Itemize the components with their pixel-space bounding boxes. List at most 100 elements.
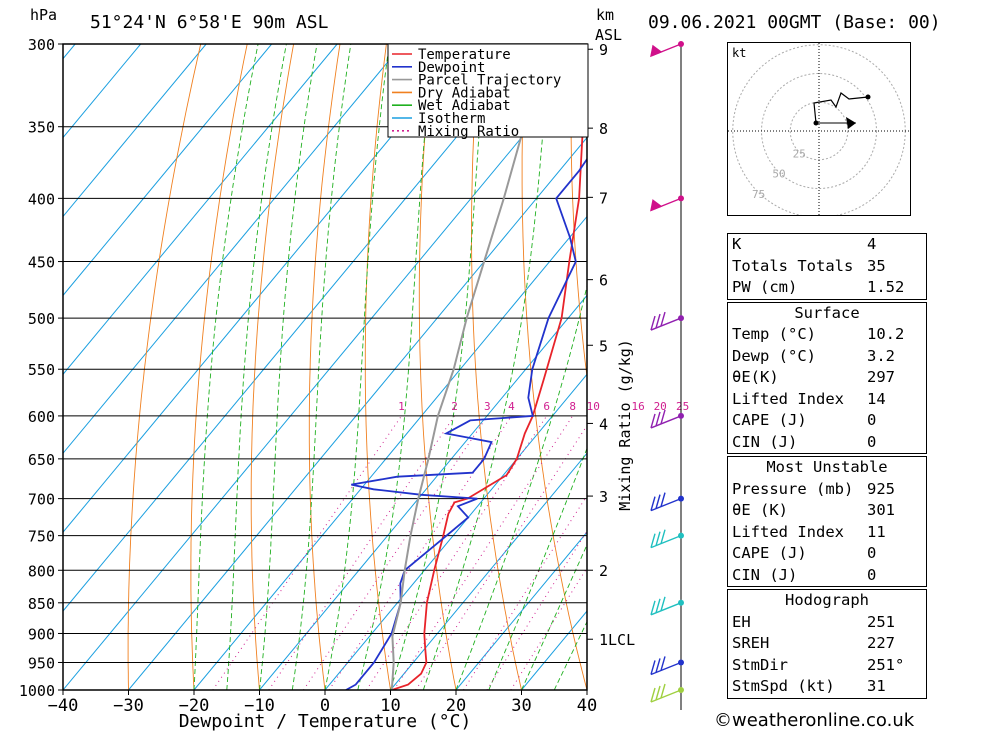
index-row: Lifted Index 14 bbox=[728, 389, 926, 411]
index-label: Lifted Index bbox=[732, 522, 844, 541]
y-tick-label: 600 bbox=[28, 408, 55, 426]
wind-barb bbox=[650, 311, 682, 331]
legend-label: Isotherm bbox=[418, 111, 485, 127]
index-value: 10.2 bbox=[867, 325, 905, 343]
x-axis-label: Dewpoint / Temperature (°C) bbox=[179, 711, 472, 732]
index-value: 35 bbox=[867, 256, 886, 275]
index-value: 0 bbox=[867, 544, 877, 562]
indices-block-most-unstable: Most Unstable Pressure (mb) 925 θE (K) 301 L… bbox=[727, 456, 927, 587]
x-tick-label: −10 bbox=[244, 696, 275, 716]
x-tick-label: −40 bbox=[48, 696, 79, 716]
indices-block-hodograph: Hodograph EH 251 SREH 227 StmDir 251° StmSpd (… bbox=[727, 589, 927, 699]
y-tick-label: 450 bbox=[28, 254, 55, 272]
index-value: 11 bbox=[867, 522, 886, 541]
wet-adiabat-line bbox=[488, 447, 587, 690]
hodograph-ring-label: 25 bbox=[793, 147, 806, 160]
plot-frame bbox=[62, 43, 588, 691]
legend-box bbox=[387, 43, 589, 138]
x-tick-label: 30 bbox=[511, 696, 531, 716]
index-label: Temp (°C) bbox=[732, 325, 816, 343]
mixing-ratio-label: 2 bbox=[451, 400, 458, 413]
mixing-ratio-label: 3 bbox=[484, 400, 491, 413]
location-title: 51°24'N 6°58'E 90m ASL bbox=[90, 12, 329, 33]
dry-adiabat-line bbox=[987, 26, 1000, 690]
isotherm-line bbox=[63, 44, 273, 297]
index-value: 297 bbox=[867, 368, 895, 386]
y-tick-label: 300 bbox=[28, 36, 55, 54]
most-unstable-title: Most Unstable bbox=[766, 458, 888, 476]
wind-barb bbox=[650, 492, 682, 512]
isotherm-line bbox=[455, 531, 587, 690]
index-value: 251° bbox=[867, 655, 905, 674]
km-tick-label: 3 bbox=[599, 488, 608, 506]
isotherm-line bbox=[128, 136, 587, 690]
wind-barb bbox=[650, 656, 682, 676]
mixing-ratio-line bbox=[510, 566, 587, 690]
index-label: CAPE (J) bbox=[732, 411, 807, 429]
wind-barb bbox=[650, 596, 682, 616]
index-label: StmSpd (kt) bbox=[732, 677, 835, 695]
hodograph-unit: kt bbox=[732, 46, 746, 60]
asl-unit: ASL bbox=[595, 26, 622, 44]
isotherm-line bbox=[63, 44, 338, 376]
y-tick-label: 700 bbox=[28, 491, 55, 509]
index-value: 301 bbox=[867, 501, 895, 519]
hodograph-point bbox=[865, 94, 871, 100]
dry-adiabat-line bbox=[250, 44, 295, 690]
mixing-ratio-label: 25 bbox=[676, 400, 689, 413]
indices-panel: K 4 Totals Totals 35 PW (cm) 1.52 Surface Tem… bbox=[727, 233, 927, 701]
index-label: StmDir bbox=[732, 655, 788, 674]
y-tick-label: 800 bbox=[28, 562, 55, 580]
index-value: 14 bbox=[867, 389, 886, 408]
index-row: θE (K) 301 bbox=[728, 500, 926, 522]
mixing-ratio-label: 20 bbox=[654, 400, 667, 413]
index-value: 227 bbox=[867, 634, 895, 652]
mixing-ratio-label: 16 bbox=[632, 400, 645, 413]
isotherm-line bbox=[63, 44, 535, 612]
index-label: Dewp (°C) bbox=[732, 346, 816, 365]
index-row: SREH 227 bbox=[728, 633, 926, 655]
index-label: EH bbox=[732, 612, 751, 631]
isotherm-line bbox=[390, 452, 587, 690]
indices-block-general: K 4 Totals Totals 35 PW (cm) 1.52 bbox=[727, 233, 927, 300]
isotherm-line bbox=[63, 44, 469, 533]
surface-title: Surface bbox=[794, 303, 860, 322]
y-tick-label: 500 bbox=[28, 310, 55, 328]
x-tick-label: −20 bbox=[179, 696, 210, 716]
index-row: StmSpd (kt) 31 bbox=[728, 676, 926, 698]
km-tick-label: 4 bbox=[599, 415, 608, 433]
km-tick-label: 7 bbox=[599, 189, 608, 207]
series-temperature bbox=[391, 101, 587, 690]
index-row: Dewp (°C) 3.2 bbox=[728, 346, 926, 368]
index-value: 3.2 bbox=[867, 346, 895, 365]
index-label: CIN (J) bbox=[732, 432, 798, 451]
hpa-unit: hPa bbox=[30, 6, 57, 24]
index-value: 925 bbox=[867, 479, 895, 498]
legend-label: Parcel Trajectory bbox=[418, 73, 561, 89]
index-row: θE(K) 297 bbox=[728, 367, 926, 389]
mixing-ratio-label: 1 bbox=[398, 400, 405, 413]
storm-motion-arrow bbox=[846, 117, 856, 129]
index-value: 251 bbox=[867, 612, 895, 631]
wet-adiabat-line bbox=[357, 44, 435, 690]
index-row: Lifted Index 11 bbox=[728, 522, 926, 544]
km-tick-label: 6 bbox=[599, 272, 608, 290]
dry-adiabat-line bbox=[941, 26, 1000, 690]
mixing-ratio-label: 10 bbox=[587, 400, 600, 413]
index-value: 0 bbox=[867, 432, 877, 451]
series-parcel-trajectory bbox=[390, 44, 555, 690]
index-row: Pressure (mb) 925 bbox=[728, 479, 926, 501]
index-row: Temp (°C) 10.2 bbox=[728, 324, 926, 346]
isotherm-line bbox=[63, 57, 587, 690]
km-tick-label: 5 bbox=[599, 337, 608, 355]
km-unit: km bbox=[596, 6, 614, 24]
isotherm-line bbox=[63, 44, 207, 218]
wet-adiabat-line bbox=[291, 44, 352, 690]
mixing-ratio-label: 4 bbox=[508, 400, 515, 413]
x-tick-label: 0 bbox=[320, 696, 330, 716]
y-tick-label: 650 bbox=[28, 451, 55, 469]
footer-copyright: ©weatheronline.co.uk bbox=[714, 710, 915, 731]
indices-block-surface: Surface Temp (°C) 10.2 Dewp (°C) 3.2 θE(K) 29… bbox=[727, 301, 927, 454]
wind-barb bbox=[650, 197, 682, 212]
